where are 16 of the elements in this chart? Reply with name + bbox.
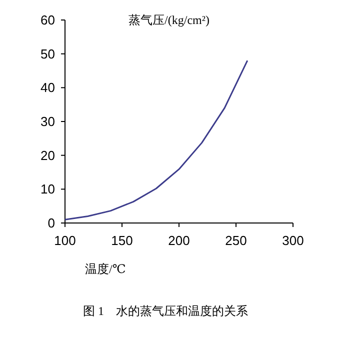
x-tick-label: 100 [54, 233, 76, 248]
x-tick-label: 200 [168, 233, 190, 248]
y-tick-label: 20 [40, 148, 55, 163]
x-tick-label: 150 [111, 233, 133, 248]
y-tick-label: 0 [48, 216, 55, 231]
y-tick-label: 10 [40, 182, 55, 197]
line-series [64, 60, 248, 220]
y-axis-title: 蒸气压/(kg/cm²) [128, 13, 210, 27]
y-tick-label: 60 [40, 12, 55, 28]
y-tick-label: 40 [40, 80, 55, 96]
y-tick-label: 30 [40, 114, 55, 130]
x-tick-label: 250 [225, 233, 247, 248]
y-tick-label: 50 [40, 46, 55, 62]
x-tick-label: 300 [282, 233, 304, 248]
x-axis-title: 温度/℃ [85, 262, 126, 276]
caption: 图 1 水的蒸气压和温度的关系 [83, 304, 248, 318]
